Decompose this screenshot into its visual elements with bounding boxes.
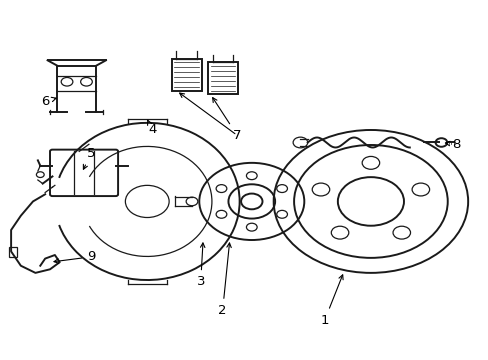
Text: 7: 7 bbox=[212, 98, 241, 142]
Text: 3: 3 bbox=[196, 243, 204, 288]
Text: 9: 9 bbox=[54, 250, 95, 263]
Text: 4: 4 bbox=[147, 120, 156, 136]
Text: 8: 8 bbox=[445, 138, 459, 151]
Bar bbox=[171, 59, 201, 91]
Bar bbox=[207, 62, 238, 94]
Text: 5: 5 bbox=[83, 147, 95, 169]
Text: 1: 1 bbox=[320, 275, 343, 327]
Text: 2: 2 bbox=[218, 243, 231, 317]
Bar bbox=[9, 247, 18, 257]
Text: 6: 6 bbox=[41, 95, 56, 108]
